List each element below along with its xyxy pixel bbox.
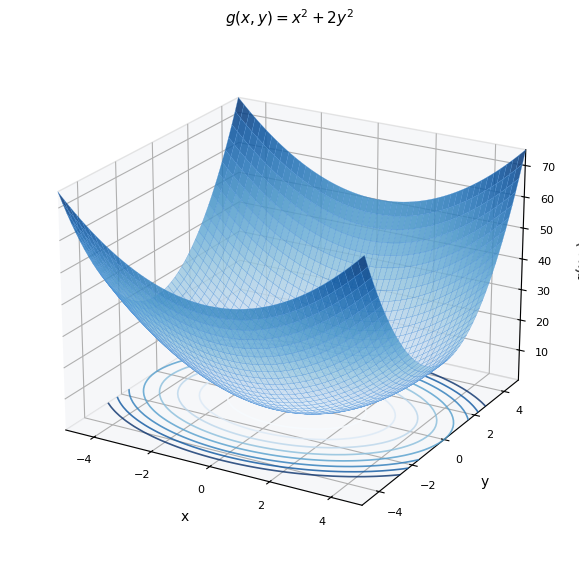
Y-axis label: y: y — [481, 475, 489, 489]
X-axis label: x: x — [181, 510, 189, 524]
Title: $g(x, y) = x^2 + 2y^2$: $g(x, y) = x^2 + 2y^2$ — [225, 7, 354, 29]
